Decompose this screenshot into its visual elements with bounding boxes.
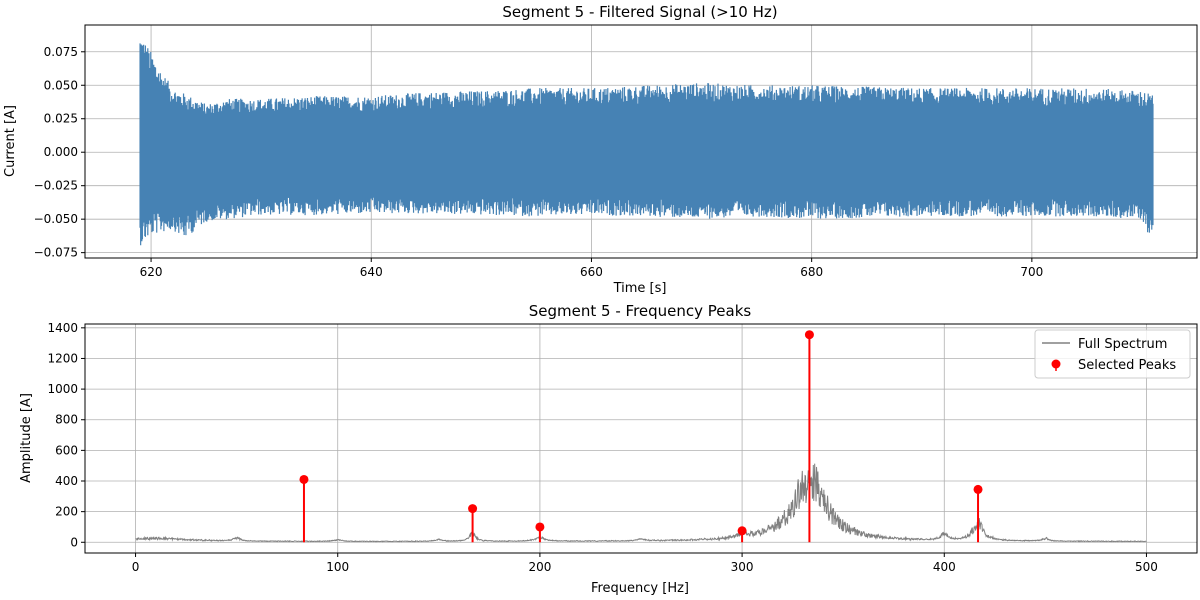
peak-marker [299, 474, 309, 484]
time-y-tick-label: −0.025 [34, 179, 78, 193]
legend-selected-peaks-label: Selected Peaks [1078, 358, 1176, 373]
time-x-tick-label: 620 [140, 265, 163, 279]
frequency-y-tick-label: 600 [55, 443, 78, 457]
time-chart-y-ticks: −0.075 −0.050 −0.025 0.000 0.025 0.050 0.075 [34, 45, 85, 260]
time-chart-x-label: Time [s] [613, 281, 667, 296]
time-x-tick-label: 640 [360, 265, 383, 279]
frequency-chart-y-ticks: 0 200 400 600 800 1000 1200 1400 [47, 321, 85, 549]
frequency-peaks-chart: Segment 5 - Frequency Peaks 0 100 200 300 40… [19, 302, 1198, 596]
time-y-tick-label: 0.000 [44, 145, 78, 159]
time-chart-x-ticks: 620 640 660 680 700 [140, 258, 1043, 279]
frequency-chart-data [135, 330, 1147, 543]
frequency-chart-y-label: Amplitude [A] [19, 393, 34, 483]
frequency-x-tick-label: 200 [528, 560, 551, 574]
peak-marker [535, 522, 545, 532]
frequency-chart-title: Segment 5 - Frequency Peaks [529, 302, 752, 320]
time-chart-y-label: Current [A] [3, 105, 18, 177]
time-y-tick-label: 0.075 [44, 45, 78, 59]
legend-box [1034, 329, 1191, 379]
frequency-x-tick-label: 400 [933, 560, 956, 574]
peak-marker [737, 526, 747, 536]
legend-selected-peaks-marker [1051, 359, 1061, 369]
frequency-y-tick-label: 800 [55, 413, 78, 427]
peak-marker [804, 330, 814, 340]
time-y-tick-label: −0.075 [34, 246, 78, 260]
frequency-y-tick-label: 0 [70, 535, 78, 549]
frequency-x-tick-label: 300 [731, 560, 754, 574]
time-x-tick-label: 680 [800, 265, 823, 279]
frequency-chart-x-label: Frequency [Hz] [591, 581, 689, 596]
frequency-y-tick-label: 1400 [47, 321, 78, 335]
peak-marker [468, 504, 478, 514]
frequency-y-tick-label: 400 [55, 474, 78, 488]
time-x-tick-label: 700 [1020, 265, 1043, 279]
frequency-x-tick-label: 100 [326, 560, 349, 574]
time-signal-chart: Segment 5 - Filtered Signal (>10 Hz) 620… [3, 3, 1198, 296]
time-y-tick-label: −0.050 [34, 212, 78, 226]
legend: Full Spectrum Selected Peaks [1034, 329, 1191, 379]
frequency-chart-frame [84, 323, 1198, 554]
time-y-tick-label: 0.050 [44, 78, 78, 92]
time-x-tick-label: 660 [580, 265, 603, 279]
frequency-y-tick-label: 1200 [47, 351, 78, 365]
frequency-x-tick-label: 500 [1135, 560, 1158, 574]
time-chart-frame [84, 24, 1198, 259]
frequency-y-tick-label: 200 [55, 505, 78, 519]
legend-full-spectrum-label: Full Spectrum [1078, 337, 1167, 352]
frequency-chart-grid [85, 324, 1197, 553]
frequency-x-tick-label: 0 [132, 560, 140, 574]
frequency-y-tick-label: 1000 [47, 382, 78, 396]
time-y-tick-label: 0.025 [44, 112, 78, 126]
frequency-chart-x-ticks: 0 100 200 300 400 500 [132, 553, 1158, 574]
signal-trace [139, 43, 1154, 246]
time-chart-signal [139, 43, 1154, 246]
peak-marker [973, 484, 983, 494]
time-chart-title: Segment 5 - Filtered Signal (>10 Hz) [502, 3, 777, 21]
